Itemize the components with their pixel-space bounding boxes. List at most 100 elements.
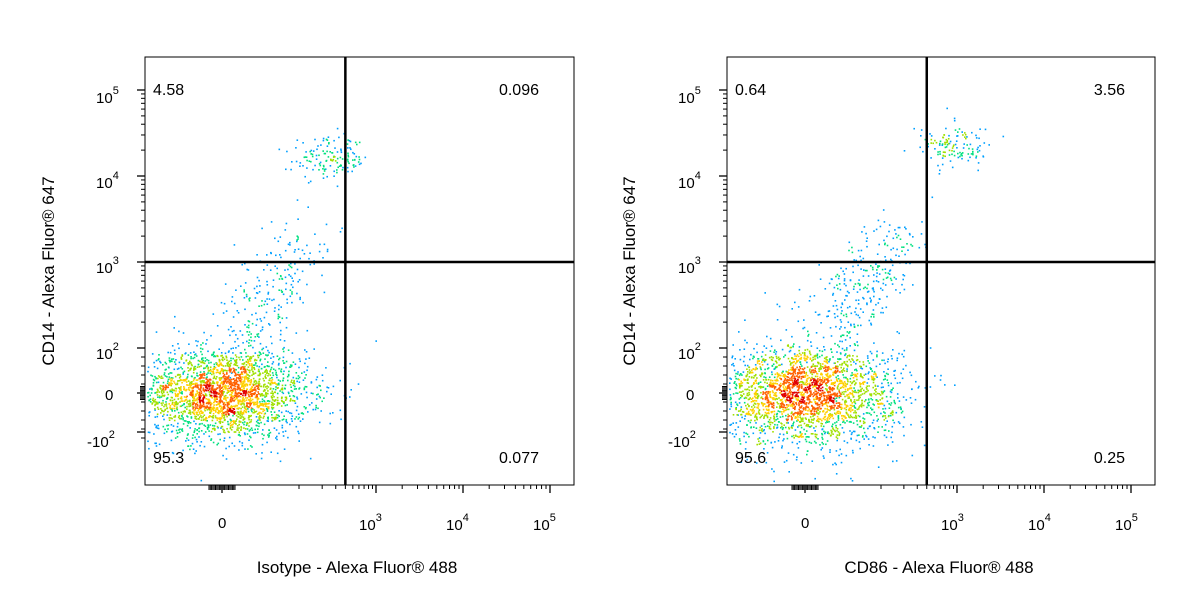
- event-dot: [920, 135, 922, 137]
- event-dot: [884, 378, 886, 380]
- event-dot: [811, 460, 814, 462]
- event-dot: [180, 366, 182, 369]
- event-dot: [893, 370, 895, 372]
- event-dot: [898, 422, 901, 425]
- event-dot: [895, 460, 898, 462]
- event-dot: [857, 399, 860, 401]
- event-dot: [831, 278, 833, 281]
- event-dot: [322, 168, 324, 170]
- event-dot: [247, 334, 250, 336]
- event-dot: [776, 418, 779, 420]
- event-dot: [778, 305, 781, 308]
- event-dot: [850, 400, 852, 402]
- event-dot: [844, 401, 846, 404]
- event-dot: [782, 396, 785, 399]
- event-dot: [249, 435, 251, 438]
- event-dot: [850, 416, 853, 418]
- event-dot: [193, 356, 196, 359]
- event-dot: [309, 150, 311, 153]
- event-dot: [180, 411, 183, 414]
- event-dot: [165, 405, 168, 407]
- event-dot: [784, 375, 786, 378]
- event-dot: [198, 416, 201, 418]
- event-dot: [791, 308, 793, 310]
- event-dot: [747, 394, 749, 397]
- event-dot: [250, 357, 253, 360]
- event-dot: [249, 297, 251, 299]
- event-dot: [815, 332, 818, 334]
- event-dot: [161, 385, 163, 387]
- event-dot: [181, 354, 184, 356]
- event-dot: [819, 410, 821, 413]
- event-dot: [340, 148, 342, 151]
- event-dot: [856, 375, 858, 378]
- event-dot: [236, 377, 238, 379]
- event-dot: [253, 403, 255, 405]
- event-dot: [207, 389, 210, 392]
- event-dot: [806, 453, 808, 456]
- event-dot: [896, 357, 899, 359]
- event-dot: [808, 350, 811, 353]
- event-dot: [156, 415, 159, 418]
- event-dot: [181, 381, 183, 384]
- event-dot: [780, 411, 783, 413]
- event-dot: [939, 379, 942, 381]
- event-dot: [734, 401, 737, 404]
- event-dot: [816, 347, 819, 349]
- event-dot: [225, 399, 227, 402]
- event-dot: [875, 393, 877, 396]
- event-dot: [812, 414, 815, 416]
- event-dot: [227, 385, 229, 387]
- event-dot: [834, 316, 836, 319]
- event-dot: [208, 435, 211, 438]
- event-dot: [233, 384, 236, 386]
- event-dot: [776, 401, 778, 404]
- event-dot: [213, 404, 215, 406]
- event-dot: [258, 365, 261, 368]
- event-dot: [181, 430, 184, 432]
- event-dot: [235, 373, 237, 376]
- event-dot: [763, 360, 766, 363]
- event-dot: [920, 421, 923, 423]
- event-dot: [854, 283, 857, 285]
- event-dot: [317, 393, 319, 395]
- event-dot: [771, 365, 774, 367]
- event-dot: [880, 287, 882, 290]
- event-dot: [244, 282, 247, 284]
- event-dot: [282, 293, 285, 296]
- event-dot: [759, 385, 762, 388]
- event-dot: [201, 348, 204, 350]
- event-dot: [273, 403, 276, 405]
- event-dot: [830, 434, 832, 436]
- event-dot: [246, 402, 248, 404]
- event-dot: [241, 334, 244, 336]
- event-dot: [270, 368, 272, 371]
- event-dot: [167, 386, 169, 389]
- event-dot: [298, 440, 300, 442]
- event-dot: [311, 402, 313, 404]
- event-dot: [209, 404, 212, 406]
- event-dot: [815, 355, 817, 357]
- event-dot: [212, 441, 215, 444]
- event-dot: [892, 349, 894, 351]
- event-dot: [232, 420, 234, 423]
- event-dot: [808, 376, 810, 379]
- event-dot: [189, 386, 192, 388]
- event-dot: [305, 351, 308, 353]
- event-dot: [819, 368, 821, 371]
- event-dot: [765, 461, 768, 464]
- event-dot: [857, 344, 859, 347]
- event-dot: [297, 238, 299, 240]
- event-dot: [886, 295, 888, 298]
- event-dot: [255, 362, 257, 365]
- event-dot: [795, 435, 797, 437]
- event-dot: [239, 399, 241, 401]
- event-dot: [318, 154, 320, 157]
- event-dot: [744, 448, 747, 450]
- event-dot: [792, 424, 794, 427]
- event-dot: [226, 372, 228, 374]
- event-dot: [218, 412, 220, 415]
- event-dot: [160, 391, 163, 394]
- event-dot: [799, 358, 801, 360]
- event-dot: [873, 342, 875, 344]
